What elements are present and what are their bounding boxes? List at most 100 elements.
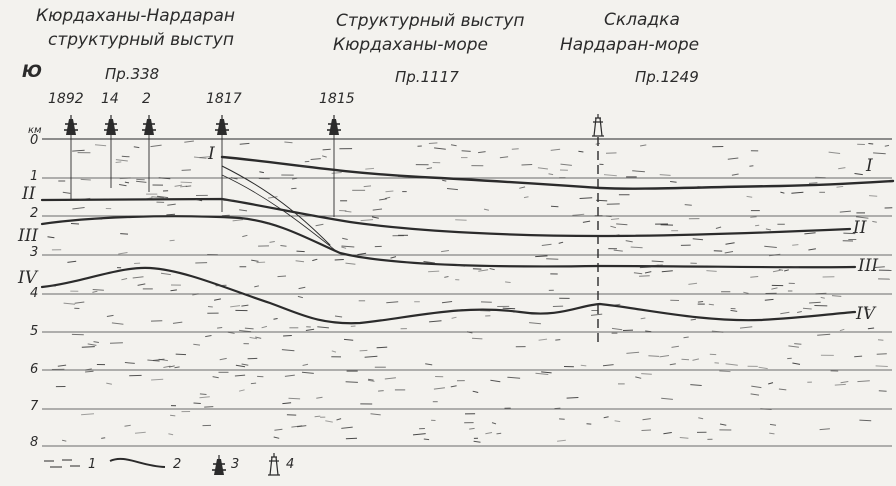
strata-dash bbox=[644, 271, 652, 274]
strata-dash bbox=[341, 245, 355, 248]
strata-dash bbox=[265, 222, 273, 226]
strata-dash bbox=[94, 144, 107, 147]
strata-dash bbox=[834, 383, 846, 386]
strata-dash bbox=[550, 205, 559, 208]
strata-dash bbox=[541, 243, 552, 246]
strata-dash bbox=[820, 296, 825, 299]
strata-dash bbox=[314, 415, 321, 418]
strata-dash bbox=[485, 432, 493, 435]
strata-dash bbox=[792, 362, 801, 365]
strata-dash bbox=[145, 197, 153, 200]
strata-dash bbox=[119, 184, 127, 187]
strata-dash bbox=[72, 149, 85, 152]
strata-dash bbox=[429, 320, 442, 323]
strata-dash bbox=[727, 157, 739, 160]
horizon-right-label-1: I bbox=[866, 156, 873, 176]
strata-dash bbox=[523, 196, 529, 199]
strata-dash bbox=[370, 413, 381, 416]
strata-dash bbox=[121, 155, 130, 158]
strata-dash bbox=[635, 376, 642, 379]
horizon-line-3 bbox=[40, 215, 857, 269]
strata-dash bbox=[106, 382, 113, 385]
strata-dash bbox=[872, 220, 877, 223]
strata-dash bbox=[158, 177, 171, 180]
well-label-14: 14 bbox=[101, 91, 119, 107]
strata-dash bbox=[230, 177, 238, 180]
strata-dash bbox=[613, 249, 623, 252]
strata-dash bbox=[269, 241, 275, 243]
strata-dash bbox=[298, 165, 309, 168]
profile-label-1117: Пр.1117 bbox=[395, 68, 459, 86]
derrick-icon-1892 bbox=[63, 114, 79, 136]
strata-dash bbox=[334, 315, 343, 318]
strata-dash bbox=[192, 293, 199, 296]
strata-dash bbox=[119, 177, 131, 180]
strata-dash bbox=[249, 336, 258, 340]
strata-dash bbox=[755, 224, 760, 227]
strata-dash bbox=[101, 437, 106, 439]
strata-dash bbox=[256, 261, 266, 264]
legend-label-2: 2 bbox=[173, 457, 182, 472]
strata-dash bbox=[227, 331, 235, 334]
strata-dash bbox=[241, 304, 249, 307]
strata-dash bbox=[854, 173, 863, 176]
strata-dash bbox=[147, 359, 160, 362]
strata-dash bbox=[796, 311, 802, 313]
strata-dash bbox=[180, 185, 188, 188]
horizon-right-label-2: II bbox=[853, 218, 867, 238]
strata-dash bbox=[760, 408, 772, 410]
strata-dash bbox=[566, 397, 579, 399]
strata-dash bbox=[168, 365, 175, 368]
strata-dash bbox=[442, 179, 447, 182]
strata-dash bbox=[137, 283, 146, 286]
strata-dash bbox=[603, 174, 617, 177]
strata-dash bbox=[639, 266, 652, 269]
legend-label-1: 1 bbox=[88, 457, 97, 472]
strata-dash bbox=[199, 396, 210, 399]
header-right-title: Складка bbox=[604, 10, 680, 30]
strata-dash bbox=[386, 301, 399, 304]
strata-dash bbox=[683, 336, 689, 339]
strata-dash bbox=[529, 322, 541, 325]
depth-tick-5: 5 bbox=[30, 324, 39, 339]
strata-dash bbox=[611, 327, 623, 331]
strata-dash bbox=[840, 381, 849, 384]
strata-dash bbox=[451, 316, 457, 319]
strata-dash bbox=[815, 292, 827, 295]
strata-dash bbox=[121, 278, 128, 281]
legend-horizon-symbol bbox=[109, 457, 166, 468]
strata-dash bbox=[207, 306, 213, 308]
strata-dash bbox=[590, 313, 603, 316]
strata-dash bbox=[321, 155, 327, 158]
strata-dash bbox=[250, 382, 257, 385]
header-right-subtitle: Нардаран-море bbox=[560, 35, 700, 55]
strata-dash bbox=[854, 355, 863, 358]
strata-dash bbox=[725, 363, 738, 366]
strata-dash bbox=[230, 305, 241, 308]
well-label-2: 2 bbox=[142, 91, 151, 107]
strata-dash bbox=[456, 264, 465, 267]
strata-dash bbox=[167, 203, 176, 206]
strata-dash bbox=[610, 218, 620, 220]
strata-dash bbox=[663, 432, 672, 435]
strata-dash bbox=[312, 258, 318, 262]
strata-dash bbox=[261, 325, 268, 329]
strata-dash bbox=[341, 246, 347, 249]
strata-dash bbox=[671, 345, 679, 348]
strata-dash bbox=[521, 164, 533, 166]
strata-dash bbox=[74, 301, 85, 304]
strata-dash bbox=[836, 185, 844, 188]
strata-dash bbox=[778, 388, 787, 391]
strata-dash bbox=[292, 177, 298, 180]
strata-dash bbox=[661, 270, 673, 273]
strata-dash bbox=[85, 368, 92, 371]
strata-dash bbox=[193, 343, 201, 346]
strata-dash bbox=[120, 233, 129, 235]
strata-dash bbox=[158, 358, 168, 362]
strata-dash bbox=[322, 148, 331, 151]
strata-dash bbox=[641, 429, 652, 431]
side-label: Ю bbox=[22, 62, 42, 82]
header-left-title: Кюрдаханы-Нардаран bbox=[36, 6, 235, 26]
strata-dash bbox=[239, 209, 248, 212]
strata-dash bbox=[560, 163, 572, 166]
